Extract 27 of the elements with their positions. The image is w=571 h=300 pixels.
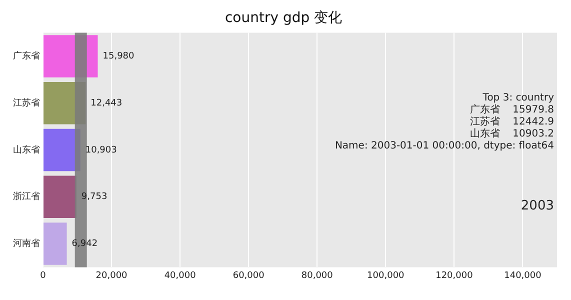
x-tick-label: 100,000 — [367, 270, 405, 281]
x-tick-label: 140,000 — [504, 270, 542, 281]
annotation: 江苏省 12442.9 — [470, 116, 554, 128]
data-label: 10,903 — [85, 145, 117, 156]
x-tick-label: 20,000 — [96, 270, 128, 281]
y-tick-label: 山东省 — [13, 144, 40, 156]
x-tick-label: 0 — [40, 270, 46, 281]
x-tick-label: 80,000 — [301, 270, 334, 281]
annotation: 山东省 10903.2 — [470, 128, 554, 140]
y-tick-label: 江苏省 — [13, 97, 40, 108]
y-tick-label: 广东省 — [13, 50, 40, 62]
annotation: 广东省 15979.8 — [470, 104, 554, 116]
annotation: Name: 2003-01-01 00:00:00, dtype: float64 — [334, 140, 554, 152]
data-label: 6,942 — [72, 239, 98, 250]
x-tick-label: 120,000 — [436, 270, 474, 281]
data-label: 12,443 — [90, 98, 122, 108]
x-tick-label: 60,000 — [232, 270, 265, 281]
annotation: Top 3: country — [482, 92, 554, 104]
annotation: 2003 — [520, 198, 554, 214]
bar — [44, 176, 76, 218]
y-tick-label: 河南省 — [13, 238, 40, 250]
y-tick-label: 浙江省 — [13, 191, 40, 202]
data-label: 9,753 — [81, 192, 108, 202]
data-label: 15,980 — [102, 52, 135, 62]
chart-title: country gdp 变化 — [224, 10, 342, 26]
bar — [44, 222, 67, 265]
x-tick-label: 40,000 — [164, 270, 196, 281]
